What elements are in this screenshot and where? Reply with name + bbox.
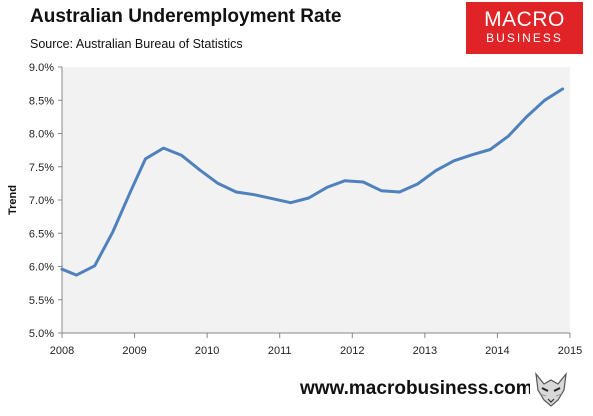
logo-line-1: MACRO [484,8,565,31]
x-tick-label: 2012 [340,345,364,357]
y-tick-label: 8.5% [29,95,54,107]
x-tick-label: 2013 [413,345,437,357]
chart-title: Australian Underemployment Rate [30,6,342,27]
x-tick-label: 2009 [122,345,146,357]
website-url: www.macrobusiness.com.au [300,378,561,399]
macrobusiness-logo: MACRO BUSINESS [466,2,583,54]
y-tick-label: 5.0% [29,328,54,340]
logo-line-2: BUSINESS [486,31,563,45]
y-tick-label: 7.0% [29,195,54,207]
x-tick-label: 2008 [50,345,74,357]
x-tick-label: 2010 [195,345,219,357]
y-axis-label: Trend [7,185,19,215]
plot-area [62,67,570,333]
wolf-head-icon [530,368,572,410]
y-tick-label: 7.5% [29,162,54,174]
y-tick-label: 5.5% [29,295,54,307]
x-tick-label: 2015 [558,345,582,357]
x-tick-label: 2011 [268,345,292,357]
x-tick-label: 2014 [485,345,509,357]
series-line-underemployment [60,87,565,277]
chart-source: Source: Australian Bureau of Statistics [30,37,243,51]
y-tick-label: 9.0% [29,62,54,74]
y-tick-label: 6.5% [29,228,54,240]
y-tick-label: 8.0% [29,129,54,141]
y-tick-label: 6.0% [29,262,54,274]
